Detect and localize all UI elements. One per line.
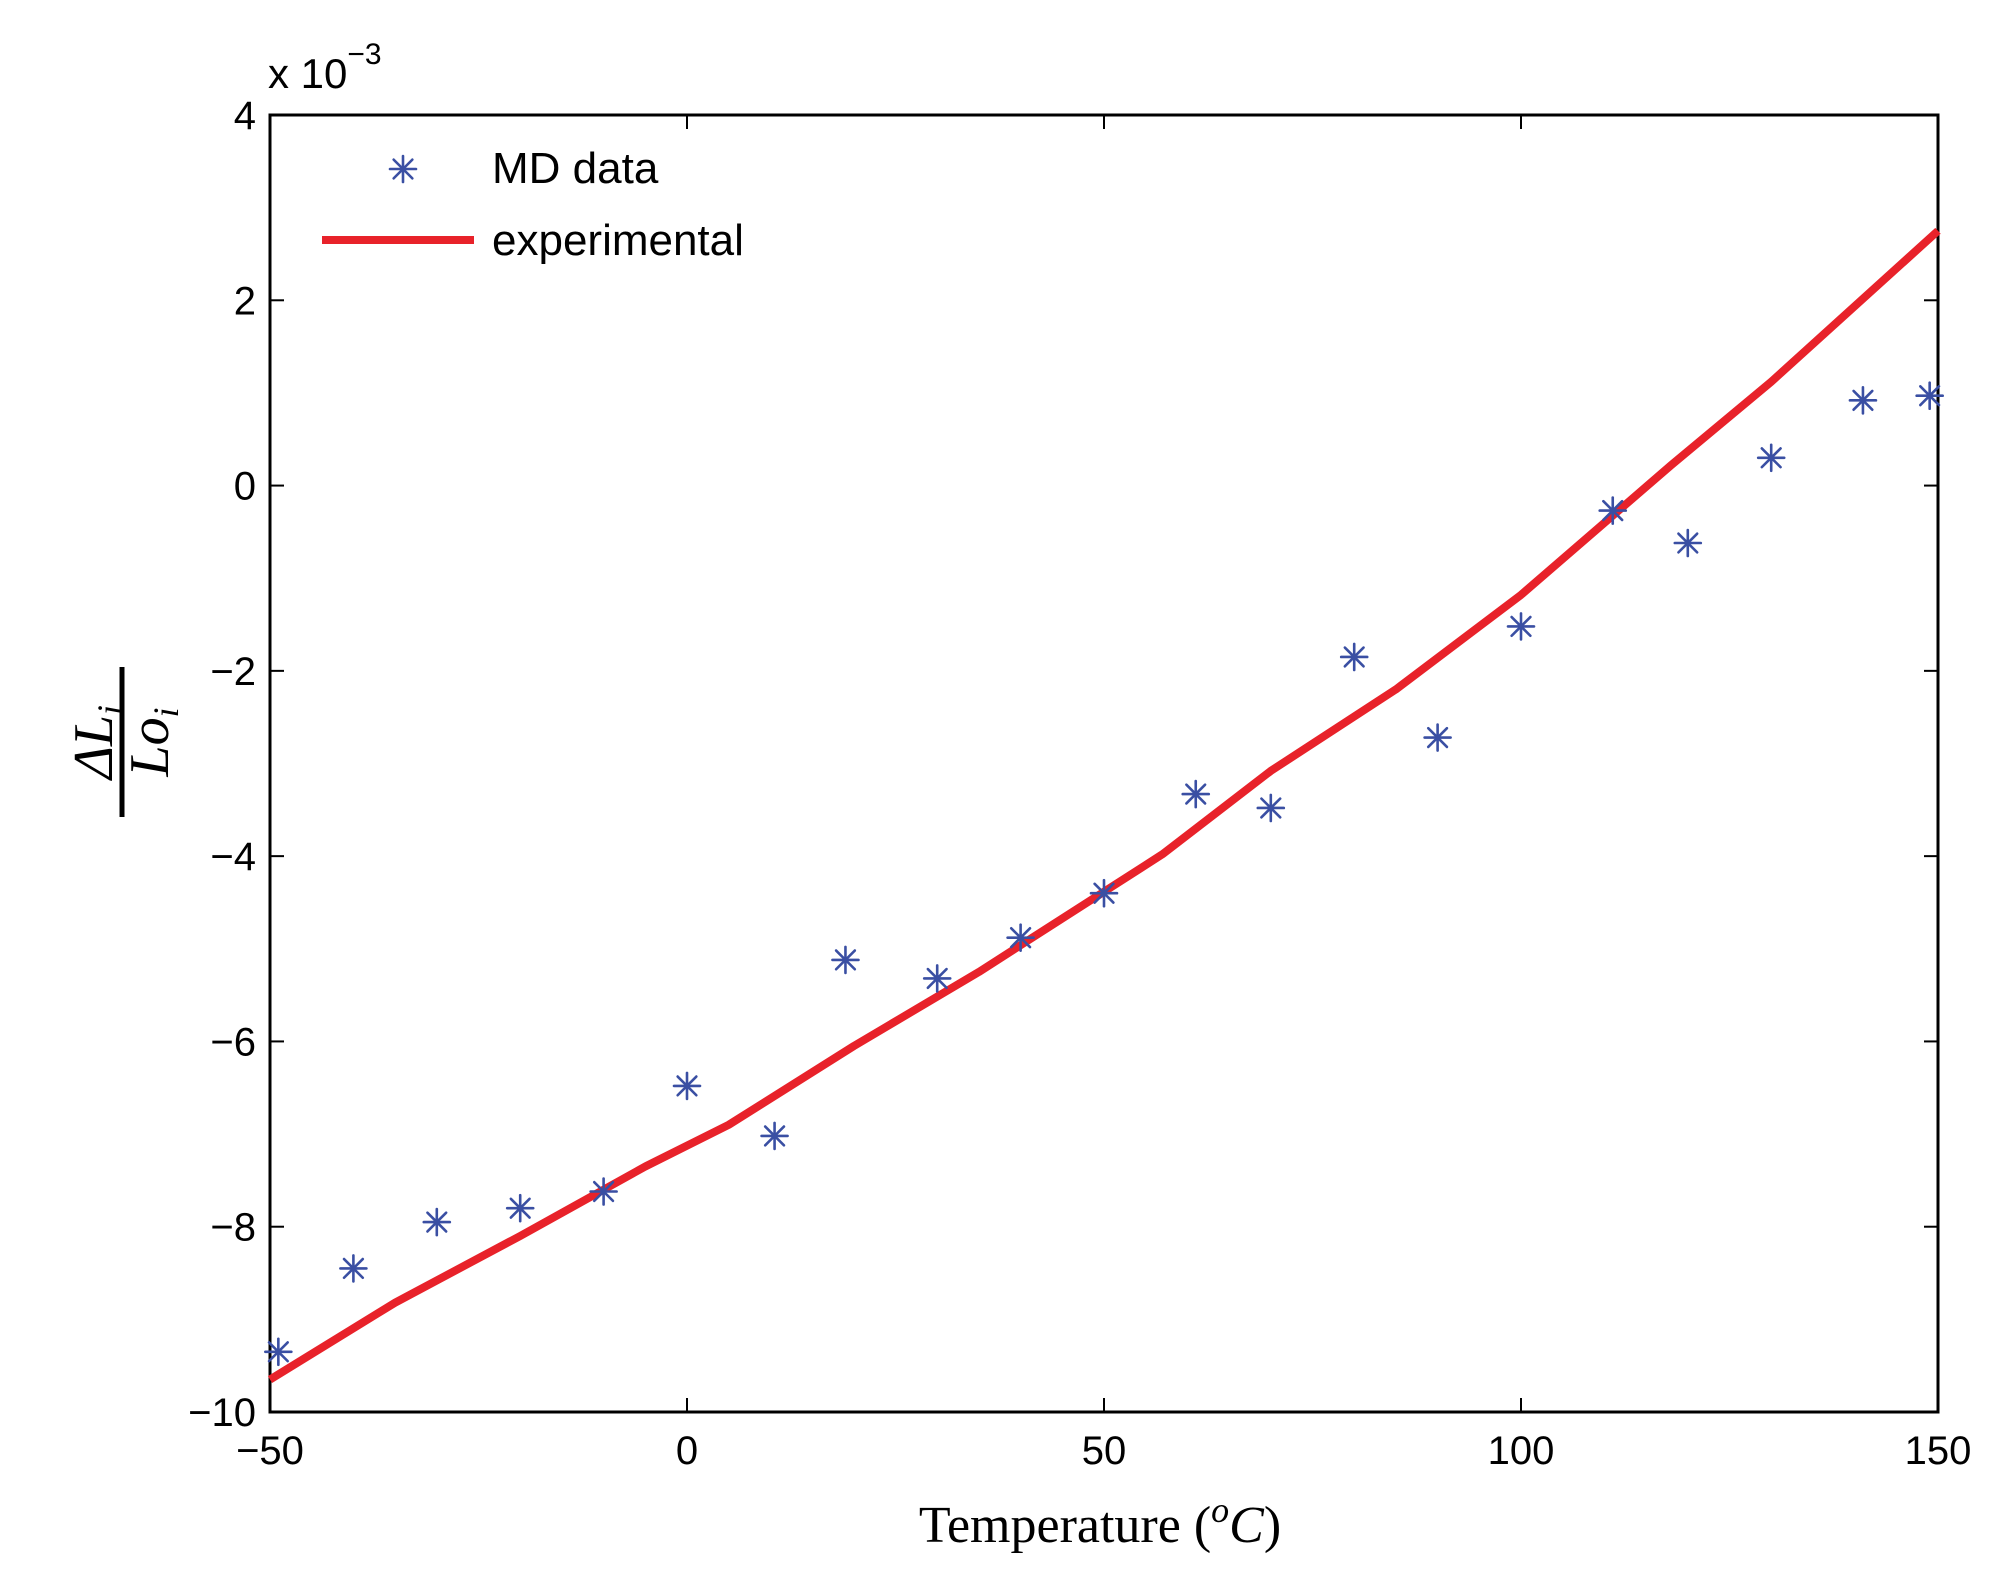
y-label-num-sub: i — [90, 705, 130, 715]
data-point-md — [589, 1177, 618, 1206]
y-axis-ticks: −10 −8 −6 −4 −2 0 2 4 — [188, 94, 1938, 1435]
x-axis-label-unit-sup: o — [1211, 1490, 1229, 1530]
y-tick-label: 2 — [234, 279, 256, 323]
y-axis-label-numerator: ΔLi — [63, 705, 130, 781]
y-tick-label: −8 — [210, 1206, 256, 1250]
y-label-den-sub: i — [146, 707, 186, 717]
data-point-md — [1006, 923, 1035, 952]
data-point-md — [1506, 612, 1536, 641]
data-point-md — [264, 1337, 293, 1367]
data-point-md — [1181, 779, 1211, 809]
data-point-md — [760, 1121, 789, 1151]
series-layer — [264, 227, 1944, 1383]
y-label-num-main: ΔL — [63, 715, 125, 781]
data-point-md — [1915, 381, 1944, 411]
x-tick-label: 100 — [1488, 1429, 1555, 1473]
x-tick-label: −50 — [236, 1429, 304, 1473]
x-axis-label: Temperature (oC) — [919, 1490, 1281, 1554]
data-point-md — [1423, 723, 1452, 752]
data-point-md — [1598, 496, 1628, 525]
y-scale-factor: x 10−3 — [268, 38, 382, 97]
series-line-experimental — [267, 227, 1941, 1383]
y-axis-label-denominator: Loi — [119, 707, 186, 777]
x-tick-label: 0 — [676, 1429, 698, 1473]
data-point-md — [1756, 443, 1786, 473]
y-scale-factor-prefix: x 10 — [268, 50, 347, 97]
y-tick-label: −10 — [188, 1391, 256, 1435]
data-point-md — [339, 1254, 368, 1283]
data-point-md — [505, 1193, 535, 1223]
data-point-md — [422, 1207, 452, 1237]
legend-md-data-label: MD data — [492, 144, 659, 193]
legend-md-data-marker — [388, 154, 418, 184]
y-label-den-main: Lo — [119, 717, 181, 777]
legend-experimental-label: experimental — [492, 216, 744, 265]
y-scale-factor-exponent: −3 — [347, 38, 381, 71]
data-point-md — [1673, 528, 1703, 558]
data-point-md — [672, 1071, 702, 1101]
y-tick-label: 0 — [234, 465, 256, 509]
y-axis-label: ΔLi Loi — [63, 667, 186, 817]
x-axis-ticks: −50 0 50 100 150 — [236, 115, 1971, 1473]
x-tick-label: 50 — [1082, 1429, 1127, 1473]
legend: MD data experimental — [322, 144, 744, 265]
y-tick-label: −6 — [210, 1020, 256, 1064]
x-axis-label-text: Temperature ( — [919, 1497, 1211, 1554]
x-axis-label-unit: C — [1229, 1497, 1265, 1554]
y-tick-label: −4 — [210, 835, 256, 879]
data-point-md — [922, 964, 952, 993]
data-point-md — [831, 945, 860, 975]
data-point-md — [1339, 642, 1369, 672]
legend-md-asterisk — [388, 154, 418, 184]
data-point-md — [1256, 793, 1286, 823]
y-tick-label: −2 — [210, 650, 256, 694]
data-point-md — [1848, 386, 1878, 415]
x-tick-label: 150 — [1905, 1429, 1972, 1473]
data-point-md — [1089, 878, 1119, 908]
x-axis-label-close: ) — [1264, 1497, 1281, 1554]
y-tick-label: 4 — [234, 94, 256, 138]
